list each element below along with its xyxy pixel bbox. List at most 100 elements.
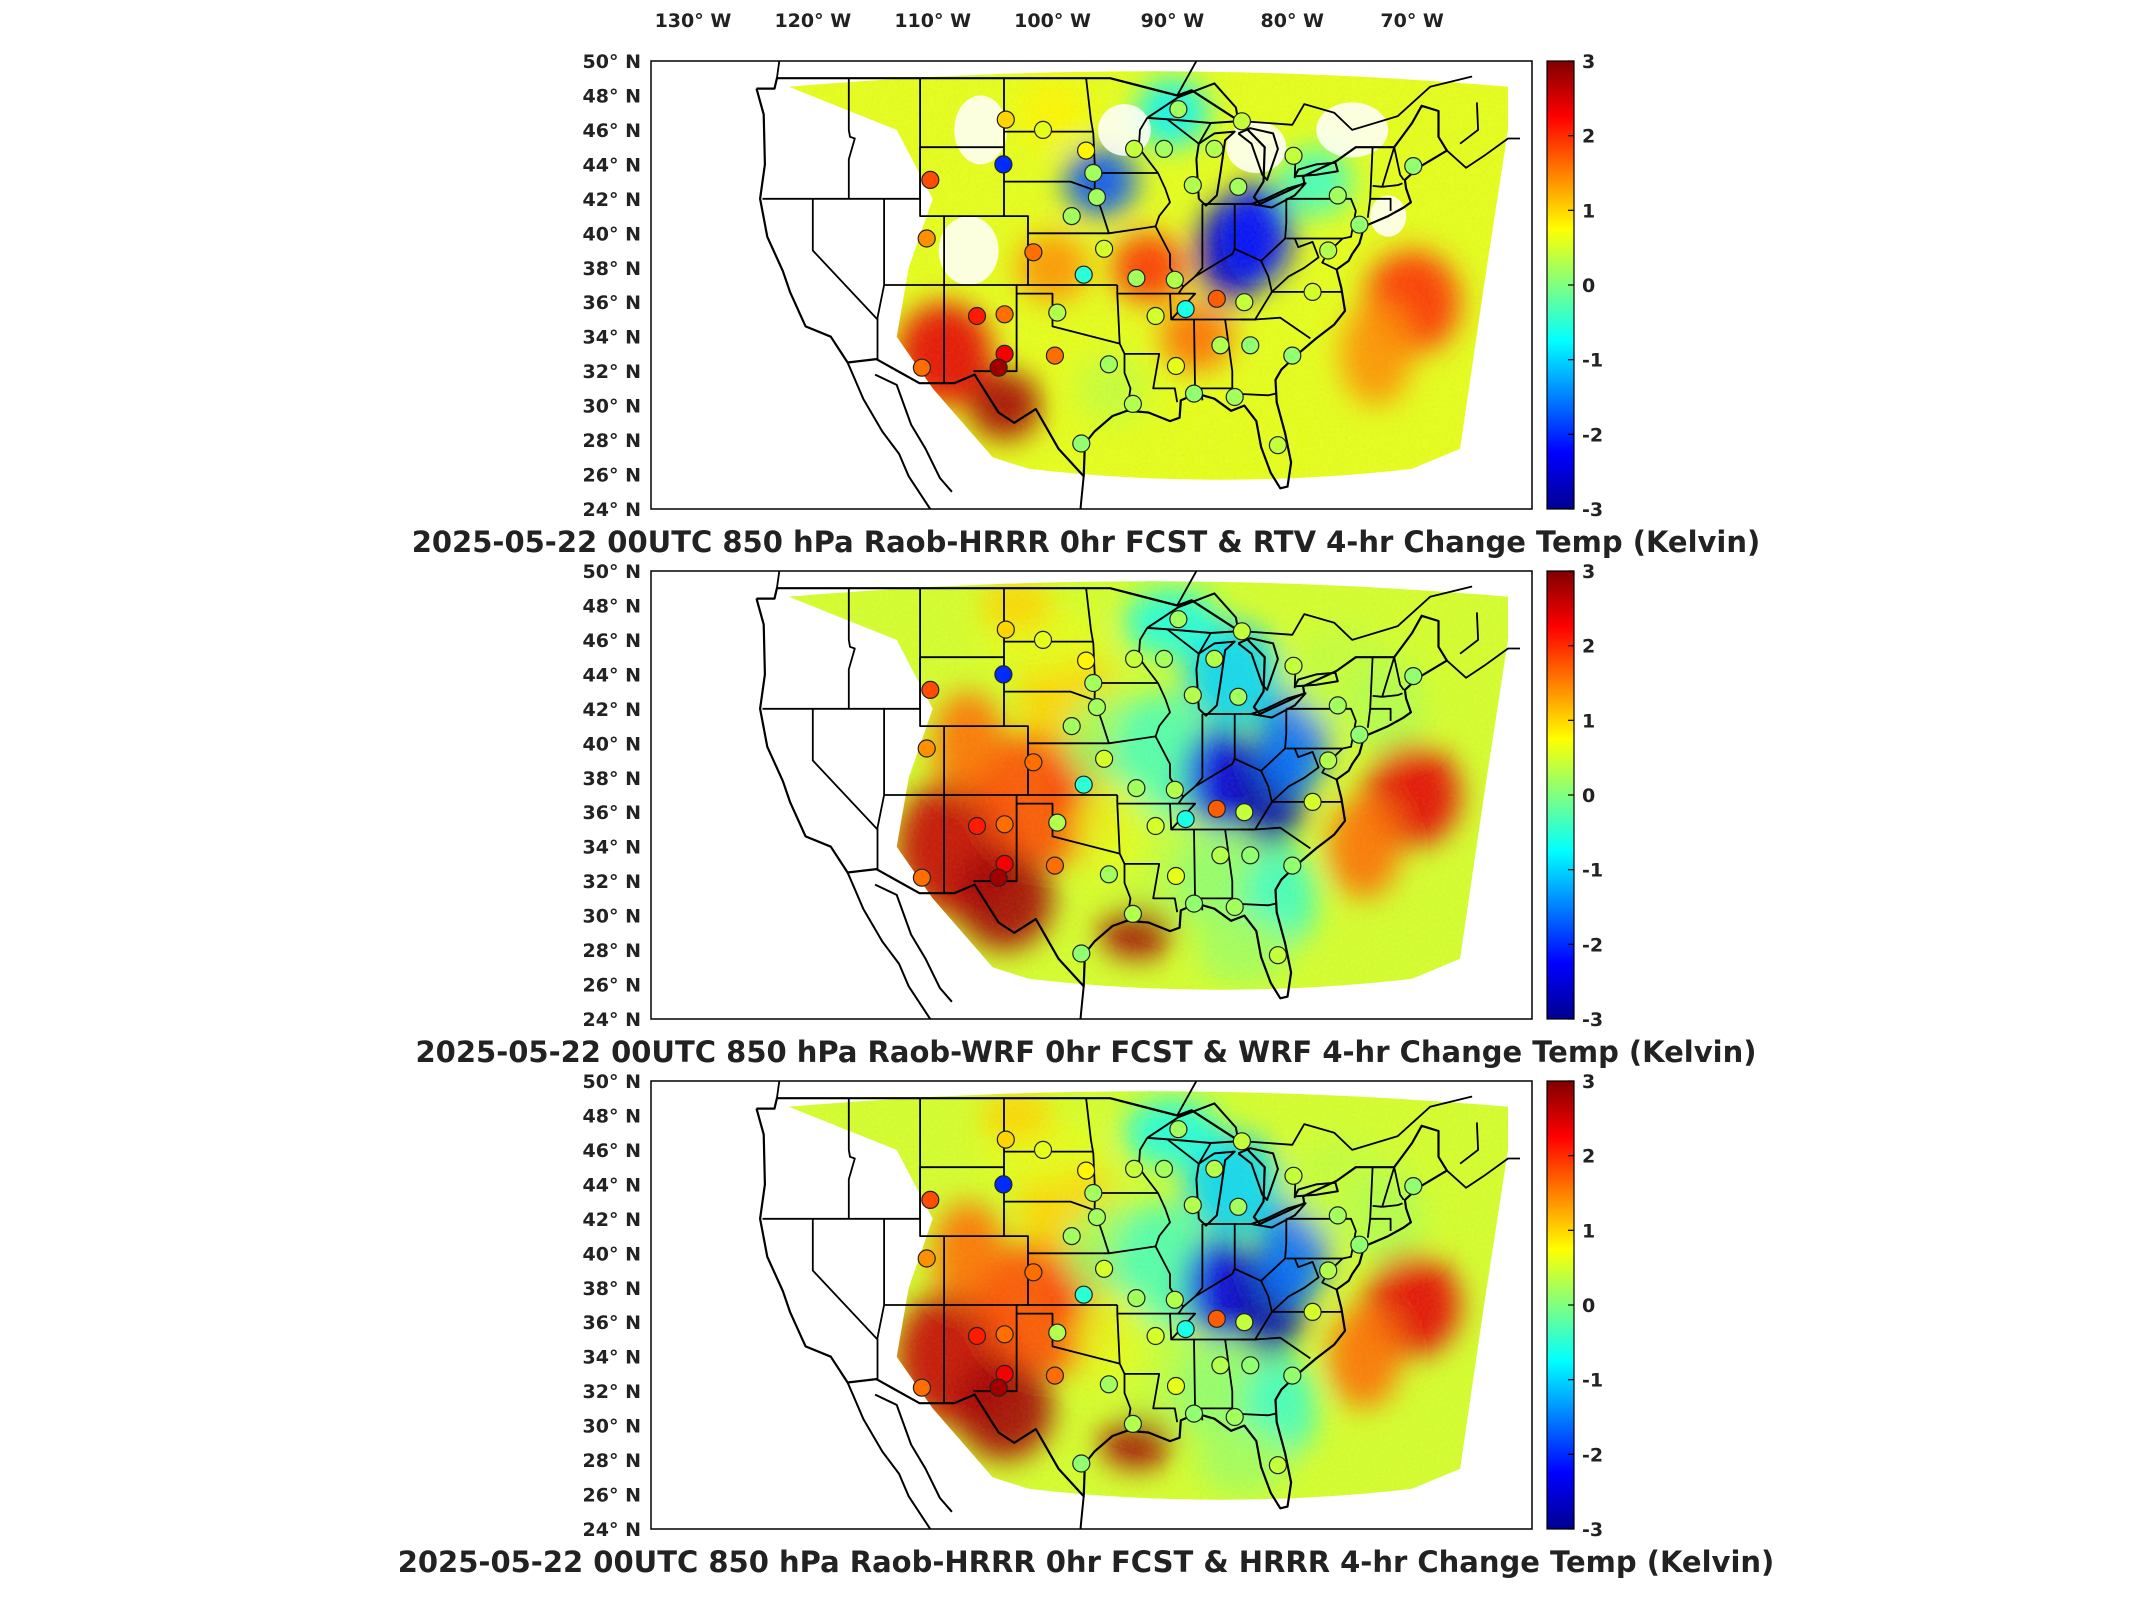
- colorbar-tick-label: -1: [1582, 1370, 1603, 1392]
- raob-station-marker: [1283, 346, 1302, 365]
- lon-tick-label: 70° W: [1380, 10, 1444, 32]
- colorbar-tick-label: 1: [1582, 200, 1595, 222]
- raob-station-marker: [1328, 186, 1347, 205]
- raob-station-marker: [1094, 239, 1114, 258]
- raob-station-marker: [1033, 120, 1053, 139]
- lat-tick-label: 46° N: [583, 120, 641, 142]
- raob-station-marker: [1166, 1376, 1186, 1396]
- raob-station-marker: [1284, 1166, 1303, 1185]
- raob-station-marker: [1087, 697, 1107, 717]
- raob-station-marker: [1166, 356, 1186, 376]
- raob-station-marker: [1235, 1313, 1254, 1332]
- raob-station-marker: [1074, 265, 1093, 284]
- map-panel: 50° N 48° N 46° N 44° N 42° N 40° N 38° N 36° N…: [412, 51, 1761, 559]
- colorbar-tick-label: -3: [1582, 499, 1603, 521]
- raob-station-marker: [1154, 1159, 1174, 1179]
- raob-station-marker: [1087, 1207, 1107, 1227]
- lat-tick-label: 46° N: [583, 1140, 641, 1162]
- raob-station-marker: [1225, 897, 1244, 917]
- lat-tick-label: 44° N: [583, 664, 641, 686]
- lon-tick-label: 130° W: [655, 10, 732, 32]
- raob-station-marker: [1033, 630, 1053, 650]
- raob-station-marker: [1235, 293, 1254, 312]
- map-panels: 50° N 48° N 46° N 44° N 42° N 40° N 38° N 36° N…: [398, 51, 1775, 1579]
- lat-tick-label: 36° N: [583, 802, 641, 824]
- raob-station-marker: [1024, 243, 1043, 262]
- raob-station-marker: [1127, 269, 1146, 288]
- lat-tick-label: 50° N: [583, 51, 641, 73]
- raob-station-marker: [1268, 946, 1288, 965]
- raob-station-marker: [1124, 139, 1144, 158]
- raob-station-marker: [1072, 1454, 1091, 1473]
- lat-tick-label: 38° N: [583, 768, 641, 790]
- raob-station-marker: [995, 305, 1014, 324]
- colorbar-tick-label: 2: [1582, 1146, 1595, 1168]
- lat-tick-label: 34° N: [583, 1347, 641, 1369]
- colorbar-tick-label: 2: [1582, 636, 1595, 658]
- colorbar-tick-label: 0: [1582, 1295, 1595, 1317]
- map-outlines: [755, 61, 1520, 509]
- raob-station-marker: [1207, 799, 1226, 818]
- raob-station-marker: [989, 1378, 1008, 1397]
- raob-station-marker: [1232, 1132, 1252, 1151]
- lat-tick-label: 38° N: [583, 258, 641, 280]
- raob-station-marker: [996, 1130, 1015, 1149]
- raob-station-marker: [1268, 436, 1288, 455]
- raob-station-marker: [912, 868, 932, 887]
- raob-station-marker: [1176, 1319, 1195, 1339]
- raob-station-marker: [1176, 300, 1195, 319]
- raob-station-marker: [1268, 1456, 1288, 1475]
- lat-tick-label: 46° N: [583, 630, 641, 652]
- raob-station-marker: [1045, 346, 1065, 365]
- raob-station-marker: [994, 1175, 1013, 1194]
- raob-station-marker: [1072, 434, 1091, 453]
- lat-tick-label: 26° N: [583, 1485, 641, 1507]
- colorbar-tick-label: -2: [1582, 1444, 1603, 1466]
- raob-stations: [912, 100, 1423, 455]
- raob-station-marker: [1124, 1159, 1144, 1179]
- raob-stations: [912, 610, 1423, 965]
- raob-station-marker: [912, 1378, 932, 1397]
- lat-tick-label: 44° N: [583, 154, 641, 176]
- raob-station-marker: [1303, 282, 1322, 301]
- raob-station-marker: [1074, 775, 1093, 794]
- raob-station-marker: [1165, 270, 1184, 289]
- lat-tick-label: 26° N: [583, 975, 641, 997]
- raob-station-marker: [1235, 803, 1254, 822]
- raob-station-marker: [1229, 687, 1248, 706]
- raob-station-marker: [1225, 1407, 1244, 1427]
- raob-station-marker: [1169, 1120, 1188, 1139]
- lat-tick-label: 30° N: [583, 396, 641, 418]
- raob-station-marker: [967, 306, 987, 326]
- raob-station-marker: [1084, 1183, 1103, 1203]
- raob-station-marker: [1284, 146, 1303, 165]
- raob-station-marker: [1404, 157, 1423, 176]
- raob-station-marker: [1350, 725, 1369, 744]
- lat-tick-label: 34° N: [583, 837, 641, 859]
- colorbar-tick-label: 1: [1582, 1220, 1595, 1242]
- raob-station-marker: [1225, 387, 1244, 407]
- raob-station-marker: [1087, 188, 1107, 207]
- lat-tick-label: 28° N: [583, 430, 641, 452]
- raob-station-marker: [1205, 649, 1224, 669]
- raob-station-marker: [1211, 846, 1230, 865]
- raob-station-marker: [996, 110, 1015, 129]
- raob-station-marker: [921, 170, 940, 189]
- lat-tick-label: 40° N: [583, 1243, 641, 1265]
- raob-station-marker: [1045, 856, 1065, 875]
- raob-station-marker: [1241, 336, 1260, 355]
- colorbar: 3 2 1 0 -1 -2 -3: [1546, 51, 1603, 521]
- lon-tick-label: 120° W: [774, 10, 851, 32]
- raob-station-marker: [1033, 1140, 1053, 1160]
- plot-frame: [650, 570, 1533, 1020]
- map-panel: 50° N 48° N 46° N 44° N 42° N 40° N 38° N 36° N…: [398, 1071, 1775, 1579]
- raob-station-marker: [1169, 610, 1188, 629]
- raob-station-marker: [921, 680, 940, 700]
- raob-station-marker: [967, 1326, 987, 1346]
- raob-station-marker: [1404, 1176, 1423, 1196]
- raob-station-marker: [1074, 1285, 1093, 1304]
- raob-station-marker: [917, 1249, 936, 1268]
- raob-station-marker: [1124, 649, 1144, 669]
- raob-station-marker: [989, 868, 1008, 887]
